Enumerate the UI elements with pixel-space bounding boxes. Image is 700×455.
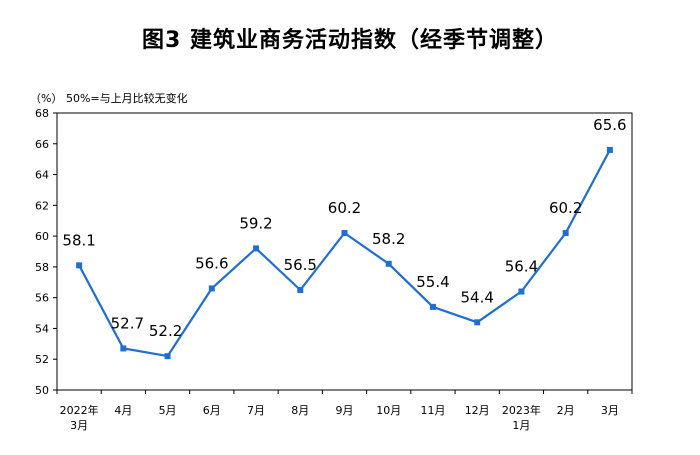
data-label: 52.7 bbox=[111, 314, 144, 332]
data-point bbox=[606, 146, 613, 153]
data-label: 54.4 bbox=[460, 288, 493, 306]
data-label: 56.4 bbox=[505, 258, 538, 276]
data-label: 65.6 bbox=[593, 116, 626, 134]
data-point bbox=[76, 262, 83, 269]
y-tick-label: 60 bbox=[35, 230, 49, 243]
data-point bbox=[341, 230, 348, 237]
x-tick-label: 2022年 bbox=[60, 403, 99, 417]
x-tick-label: 5月 bbox=[159, 404, 177, 417]
data-label: 60.2 bbox=[328, 199, 361, 217]
data-point bbox=[562, 230, 569, 237]
y-tick-label: 50 bbox=[35, 384, 49, 397]
data-label: 60.2 bbox=[549, 199, 582, 217]
x-tick-label: 10月 bbox=[376, 404, 401, 417]
x-tick-label: 9月 bbox=[336, 404, 354, 417]
data-point bbox=[474, 319, 481, 326]
data-label: 58.2 bbox=[372, 230, 405, 248]
x-tick-label: 3月 bbox=[70, 419, 88, 432]
data-point bbox=[208, 285, 215, 292]
plot-frame bbox=[56, 112, 633, 391]
data-point bbox=[385, 260, 392, 267]
data-point bbox=[429, 303, 436, 310]
data-point bbox=[518, 288, 525, 295]
x-tick-label: 7月 bbox=[247, 404, 265, 417]
y-tick-label: 64 bbox=[35, 169, 49, 182]
y-tick-label: 62 bbox=[35, 199, 49, 212]
x-tick-label: 3月 bbox=[601, 404, 619, 417]
x-tick-label: 11月 bbox=[420, 404, 445, 417]
x-tick-label: 1月 bbox=[512, 419, 530, 432]
data-point bbox=[120, 345, 127, 352]
data-point bbox=[297, 286, 304, 293]
y-tick-label: 66 bbox=[35, 138, 49, 151]
unit-note: （%） 50%=与上月比较无变化 bbox=[30, 92, 188, 105]
y-tick-label: 52 bbox=[35, 353, 49, 366]
x-tick-label: 12月 bbox=[465, 404, 490, 417]
x-tick-label: 2023年 bbox=[502, 403, 541, 417]
y-tick-label: 68 bbox=[35, 107, 49, 120]
data-point bbox=[253, 245, 260, 252]
data-label: 58.1 bbox=[62, 231, 95, 249]
data-label: 56.6 bbox=[195, 254, 228, 272]
x-tick-label: 4月 bbox=[114, 404, 132, 417]
y-tick-label: 58 bbox=[35, 261, 49, 274]
data-label: 56.5 bbox=[284, 256, 317, 274]
x-tick-label: 8月 bbox=[291, 404, 309, 417]
x-tick-label: 6月 bbox=[203, 404, 221, 417]
data-label: 59.2 bbox=[239, 214, 272, 232]
y-tick-label: 54 bbox=[35, 322, 49, 335]
data-label: 55.4 bbox=[416, 273, 449, 291]
y-tick-label: 56 bbox=[35, 292, 49, 305]
data-point bbox=[164, 353, 171, 360]
data-label: 52.2 bbox=[149, 322, 182, 340]
chart-title: 图3 建筑业商务活动指数（经季节调整） bbox=[142, 28, 558, 53]
x-tick-label: 2月 bbox=[557, 404, 575, 417]
